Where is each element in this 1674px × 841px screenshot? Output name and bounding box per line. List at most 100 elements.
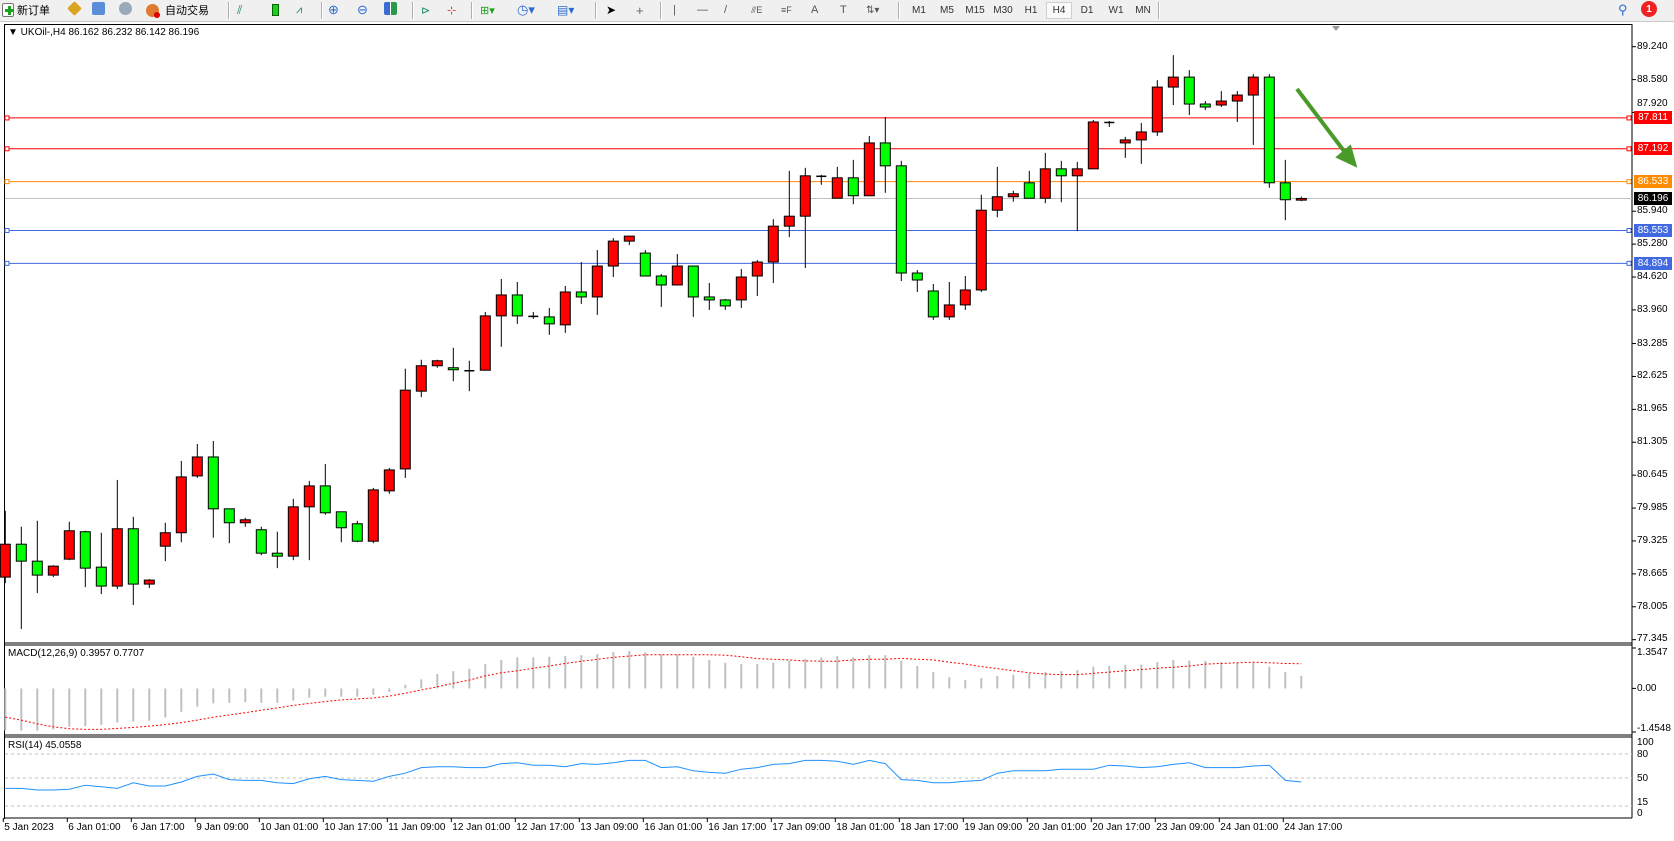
candle-down bbox=[911, 272, 923, 281]
notification-icon[interactable]: 1 bbox=[1641, 1, 1657, 17]
macd-histogram-bar bbox=[756, 664, 759, 689]
signals-icon[interactable] bbox=[119, 2, 132, 15]
search-icon[interactable]: ⚲ bbox=[1618, 2, 1628, 17]
rsi-line bbox=[5, 759, 1302, 791]
level-handle bbox=[4, 179, 10, 185]
level-handle bbox=[1626, 260, 1632, 266]
candle-up bbox=[287, 506, 299, 557]
text-icon[interactable]: A bbox=[811, 4, 819, 16]
candle-up bbox=[1071, 168, 1083, 177]
macd-histogram-bar bbox=[1140, 664, 1143, 689]
time-axis-label: 19 Jan 09:00 bbox=[964, 822, 1023, 833]
trend-arrow-head bbox=[1335, 144, 1358, 168]
new-order-button[interactable]: 新订单 bbox=[2, 2, 50, 18]
chart-shift-marker[interactable] bbox=[1332, 26, 1340, 31]
timeframe-w1[interactable]: W1 bbox=[1108, 5, 1124, 16]
timeframe-m1[interactable]: M1 bbox=[912, 5, 926, 16]
macd-histogram-bar bbox=[180, 688, 183, 712]
candle-down bbox=[223, 508, 235, 524]
fibo-fan-icon[interactable]: ≡F bbox=[781, 5, 792, 15]
candle-down bbox=[1183, 76, 1195, 105]
candle-up bbox=[63, 530, 75, 560]
timeframe-d1[interactable]: D1 bbox=[1080, 5, 1094, 16]
candle-down bbox=[447, 367, 459, 371]
macd-histogram-bar bbox=[436, 674, 439, 689]
time-axis-label: 18 Jan 01:00 bbox=[836, 822, 895, 833]
macd-histogram-bar bbox=[564, 656, 567, 689]
candle-down bbox=[655, 275, 667, 286]
templates-icon[interactable]: ▤▾ bbox=[557, 3, 575, 17]
candle-up bbox=[495, 294, 507, 317]
line-chart-icon[interactable]: ⩘ bbox=[296, 3, 303, 16]
time-axis-label: 9 Jan 09:00 bbox=[196, 822, 249, 833]
indicators-icon[interactable]: ⊞▾ bbox=[480, 4, 495, 17]
vertical-line-icon[interactable]: | bbox=[673, 4, 676, 16]
level-price-label: 86.533 bbox=[1634, 175, 1672, 189]
macd-histogram-bar bbox=[580, 655, 583, 689]
timeframe-m30[interactable]: M30 bbox=[993, 5, 1013, 16]
price-tick-label: 84.620 bbox=[1637, 271, 1668, 282]
candle-down bbox=[703, 296, 715, 301]
candle-up bbox=[751, 261, 763, 277]
macd-histogram-bar bbox=[1268, 666, 1271, 689]
text-label-icon[interactable]: T bbox=[840, 4, 847, 16]
level-handle bbox=[4, 227, 10, 233]
candle-up bbox=[1087, 121, 1099, 170]
timeframe-h4[interactable]: H4 bbox=[1046, 2, 1072, 19]
macd-histogram-bar bbox=[1012, 674, 1015, 689]
macd-histogram-bar bbox=[1156, 662, 1159, 689]
tile-windows-icon[interactable] bbox=[384, 2, 397, 15]
candle-down bbox=[79, 531, 91, 569]
crosshair-icon[interactable]: + bbox=[636, 2, 644, 18]
fibonacci-icon[interactable]: ⫻E bbox=[751, 4, 763, 15]
time-axis-label: 6 Jan 01:00 bbox=[68, 822, 121, 833]
time-axis-label: 10 Jan 01:00 bbox=[260, 822, 319, 833]
time-axis-label: 16 Jan 17:00 bbox=[708, 822, 767, 833]
time-axis-label: 18 Jan 17:00 bbox=[900, 822, 959, 833]
candle-up bbox=[943, 304, 955, 318]
candle-down bbox=[687, 265, 699, 298]
price-tick-label: 80.645 bbox=[1637, 469, 1668, 481]
level-handle bbox=[4, 260, 10, 266]
zoom-in-icon[interactable]: ⊕ bbox=[328, 2, 339, 17]
macd-histogram-bar bbox=[100, 688, 103, 725]
arrows-icon[interactable]: ⇅▾ bbox=[866, 4, 880, 16]
periods-icon[interactable]: ◷▾ bbox=[517, 2, 535, 17]
macd-histogram-bar bbox=[340, 688, 343, 697]
candle-up bbox=[767, 225, 779, 263]
cursor-icon[interactable]: ➤ bbox=[606, 3, 617, 17]
zoom-out-icon[interactable]: ⊖ bbox=[357, 2, 368, 17]
trendline-icon[interactable]: / bbox=[724, 4, 728, 16]
macd-histogram-bar bbox=[1108, 666, 1111, 689]
candlestick-icon[interactable] bbox=[270, 2, 281, 18]
candle-up bbox=[111, 528, 123, 587]
macd-histogram-bar bbox=[1092, 666, 1095, 689]
timeframe-mn[interactable]: MN bbox=[1135, 5, 1151, 16]
macd-tick-label: 1.3547 bbox=[1637, 647, 1668, 658]
horizontal-line-icon[interactable]: — bbox=[697, 4, 708, 16]
auto-trading-button[interactable]: 自动交易 bbox=[146, 2, 209, 18]
candle-up bbox=[1151, 86, 1163, 133]
candle-down bbox=[847, 177, 859, 197]
timeframe-m5[interactable]: M5 bbox=[940, 5, 954, 16]
rsi-tick-label: 15 bbox=[1637, 797, 1649, 808]
candle-up bbox=[559, 291, 571, 326]
time-axis-label: 12 Jan 01:00 bbox=[452, 822, 511, 833]
candle-up bbox=[623, 235, 635, 242]
time-axis-label: 24 Jan 01:00 bbox=[1220, 822, 1279, 833]
macd-histogram-bar bbox=[1300, 675, 1303, 689]
level-handle bbox=[4, 146, 10, 152]
chart-shift-icon[interactable]: ⊹ bbox=[447, 4, 457, 17]
candle-down bbox=[1023, 182, 1035, 199]
rsi-tick-label: 50 bbox=[1637, 773, 1649, 784]
macd-histogram-bar bbox=[116, 688, 119, 723]
market-watch-icon[interactable] bbox=[92, 2, 105, 15]
price-tick-label: 81.305 bbox=[1637, 436, 1668, 448]
timeframe-h1[interactable]: H1 bbox=[1024, 5, 1038, 16]
bar-chart-icon[interactable]: ⫽ bbox=[237, 2, 243, 17]
auto-scroll-icon[interactable]: ⊳ bbox=[421, 4, 431, 17]
chart-window[interactable] bbox=[4, 24, 1632, 819]
separator bbox=[595, 2, 597, 19]
timeframe-m15[interactable]: M15 bbox=[965, 5, 985, 16]
